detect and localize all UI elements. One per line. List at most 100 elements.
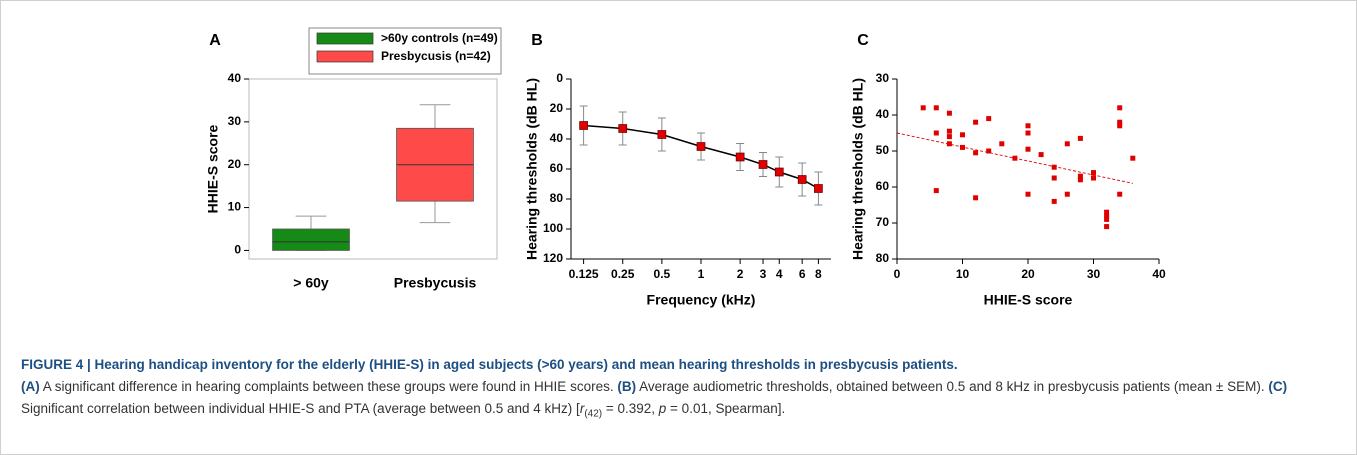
marker: [814, 184, 823, 193]
point: [933, 130, 939, 136]
y-tick-label: 20: [228, 157, 242, 171]
point: [1038, 152, 1044, 158]
caption-run: p: [658, 401, 667, 416]
point: [1051, 175, 1057, 181]
point: [1051, 164, 1057, 170]
y-axis-label: HHIE-S score: [205, 124, 221, 213]
caption-run: (A): [21, 379, 40, 394]
point: [946, 141, 952, 147]
caption: FIGURE 4 | Hearing handicap inventory fo…: [21, 354, 1336, 420]
caption-run: Significant correlation between individu…: [21, 401, 580, 416]
y-tick-label: 30: [876, 71, 890, 85]
plot-frame: [248, 78, 498, 260]
caption-run: Average audiometric thresholds, obtained…: [636, 379, 1269, 394]
point: [1104, 216, 1110, 222]
point: [1051, 198, 1057, 204]
x-tick-label: 8: [815, 267, 822, 281]
caption-run: = 0.01, Spearman].: [666, 401, 786, 416]
point: [999, 141, 1005, 147]
caption-run: A significant difference in hearing comp…: [39, 379, 618, 394]
y-tick-label: 80: [876, 251, 890, 265]
legend-swatch: [316, 32, 374, 45]
legend-swatch: [316, 50, 374, 63]
point: [946, 128, 952, 134]
box: [272, 228, 350, 251]
point: [986, 148, 992, 154]
x-axis-label: Frequency (kHz): [647, 292, 756, 308]
caption-run: = 0.392,: [602, 401, 659, 416]
point: [1104, 213, 1110, 219]
point: [986, 116, 992, 122]
caption-run: (C): [1268, 379, 1288, 394]
y-tick-label: 40: [228, 71, 242, 85]
panel-label: C: [857, 32, 869, 49]
point: [960, 144, 965, 150]
point: [1104, 224, 1110, 230]
marker: [735, 152, 745, 162]
point: [973, 195, 979, 201]
x-tick-label: 3: [760, 267, 767, 281]
point: [1077, 173, 1083, 179]
caption-title: FIGURE 4 | Hearing handicap inventory fo…: [21, 357, 958, 372]
y-tick-label: 0: [556, 71, 563, 85]
point: [1025, 191, 1031, 197]
x-tick-label: 1: [698, 267, 705, 281]
marker: [579, 121, 588, 130]
point: [1117, 119, 1123, 125]
y-tick-label: 120: [543, 251, 563, 265]
caption-run: (B): [617, 379, 637, 394]
point: [1104, 209, 1110, 215]
x-tick-label: 40: [1152, 267, 1166, 281]
x-tick-label: 30: [1087, 267, 1101, 281]
point: [1064, 141, 1070, 147]
x-tick-label: 4: [776, 267, 783, 281]
point: [973, 119, 979, 125]
x-tick-label: 20: [1021, 267, 1035, 281]
point: [1077, 135, 1083, 141]
point: [946, 110, 952, 116]
point: [1117, 105, 1123, 111]
y-tick-label: 20: [550, 101, 564, 115]
caption-body: (A) A significant difference in hearing …: [21, 379, 1288, 419]
point: [1012, 155, 1018, 161]
caption-run: (42): [584, 408, 603, 420]
x-tick-label: 0.25: [611, 267, 635, 281]
legend-label: >60y controls (n=49): [381, 31, 498, 45]
point: [1077, 177, 1083, 183]
y-tick-label: 60: [550, 161, 564, 175]
panel-label: A: [209, 32, 221, 49]
x-tick-label: 6: [799, 267, 806, 281]
caption-run: r: [579, 401, 585, 416]
y-tick-label: 10: [228, 200, 242, 214]
y-tick-label: 40: [550, 131, 564, 145]
marker: [758, 160, 768, 169]
point: [1025, 130, 1031, 136]
point: [973, 150, 979, 156]
point: [1091, 175, 1096, 181]
marker: [797, 175, 807, 184]
x-tick-label: 0.5: [654, 267, 671, 281]
point: [933, 105, 939, 111]
y-tick-label: 30: [228, 114, 242, 128]
marker: [696, 142, 706, 151]
y-tick-label: 0: [234, 243, 241, 257]
point: [960, 132, 965, 138]
x-tick-label: 2: [737, 267, 744, 281]
y-tick-label: 100: [543, 221, 563, 235]
marker: [657, 130, 667, 139]
point: [1130, 155, 1136, 161]
x-tick-label: > 60y: [293, 275, 329, 291]
point: [1117, 123, 1123, 129]
point: [920, 105, 926, 111]
x-tick-label: 0.125: [569, 267, 599, 281]
legend-label: Presbycusis (n=42): [381, 49, 491, 63]
marker: [618, 124, 628, 133]
point: [1025, 146, 1031, 152]
x-tick-label: Presbycusis: [394, 275, 477, 291]
point: [933, 188, 939, 194]
marker: [774, 167, 784, 177]
legend-box: [308, 27, 502, 75]
y-tick-label: 50: [876, 143, 890, 157]
point: [1064, 191, 1070, 197]
